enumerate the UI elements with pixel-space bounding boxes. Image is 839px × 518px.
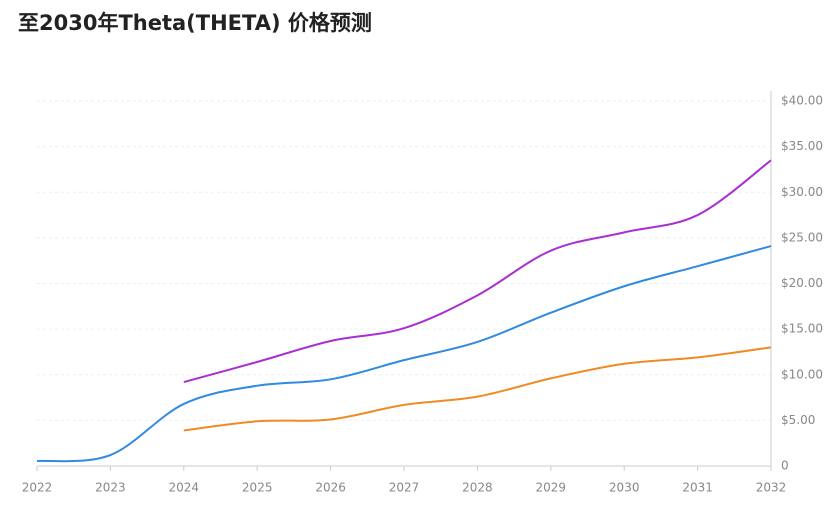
x-tick-label: 2023: [95, 481, 126, 495]
x-tick-label: 2030: [609, 481, 640, 495]
x-tick-label: 2022: [22, 481, 53, 495]
chart-title: 至2030年Theta(THETA) 价格预测: [18, 11, 372, 35]
x-tick-label: 2025: [242, 481, 273, 495]
y-tick-label: $35.00: [781, 139, 823, 153]
y-tick-label: $40.00: [781, 94, 823, 108]
y-tick-label: $25.00: [781, 230, 823, 244]
y-tick-label: $20.00: [781, 276, 823, 290]
y-tick-label: $10.00: [781, 367, 823, 381]
x-tick-label: 2032: [756, 481, 787, 495]
x-tick-label: 2028: [462, 481, 493, 495]
line-series: [183, 346, 772, 432]
x-tick-label: 2026: [315, 481, 346, 495]
x-tick-label: 2031: [682, 481, 713, 495]
y-tick-label: 0: [781, 459, 789, 473]
y-tick-label: $30.00: [781, 185, 823, 199]
line-series: [36, 245, 772, 463]
x-tick-label: 2029: [536, 481, 567, 495]
x-tick-label: 2027: [389, 481, 420, 495]
y-tick-label: $5.00: [781, 413, 815, 427]
x-tick-label: 2024: [169, 481, 200, 495]
y-tick-label: $15.00: [781, 322, 823, 336]
line-series: [183, 159, 772, 384]
